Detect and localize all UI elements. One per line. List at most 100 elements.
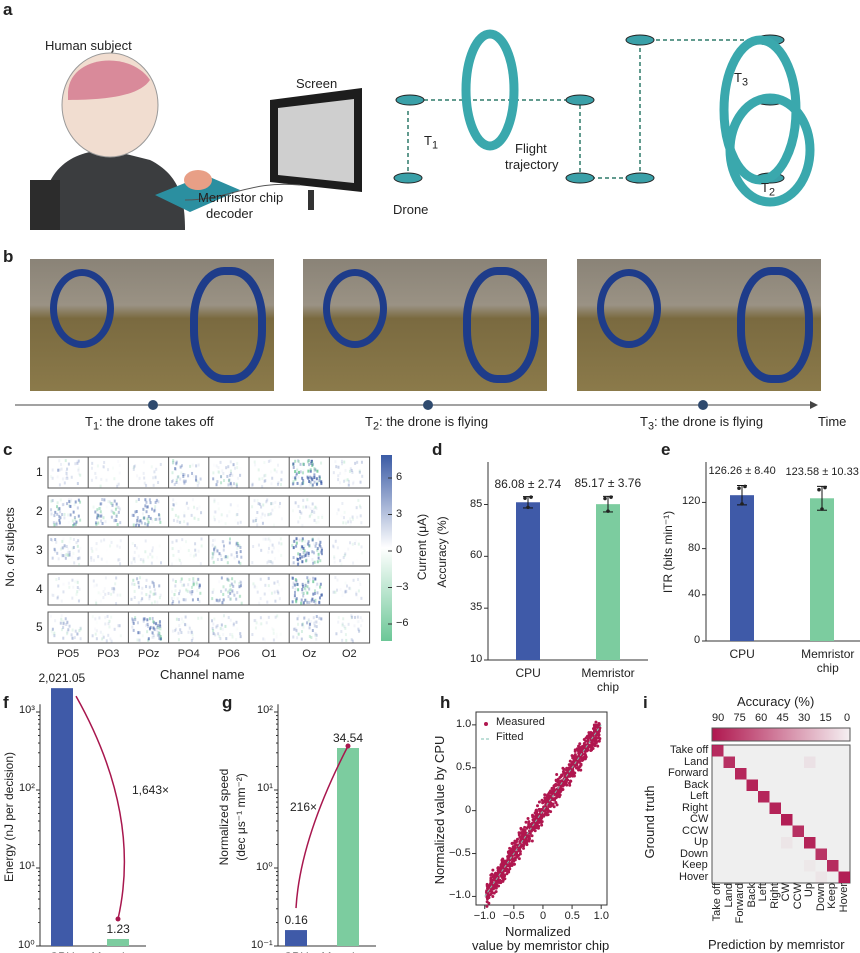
- c-pixel: [197, 577, 200, 581]
- c-pixel: [317, 556, 320, 560]
- c-pixel: [292, 635, 295, 639]
- scatter-point: [558, 775, 562, 779]
- c-pixel: [154, 476, 157, 480]
- scatter-point: [510, 860, 514, 864]
- c-pixel: [236, 466, 239, 470]
- c-row-label: 1: [36, 465, 43, 479]
- c-pixel: [347, 479, 350, 483]
- c-pixel: [71, 636, 74, 640]
- c-pixel: [279, 501, 282, 505]
- c-pixel: [252, 582, 255, 586]
- c-pixel: [292, 556, 295, 560]
- c-pixel: [347, 622, 350, 626]
- c-pixel: [133, 556, 136, 560]
- c-pixel: [228, 510, 231, 514]
- c-pixel: [50, 629, 53, 633]
- scatter-point: [584, 746, 588, 750]
- c-pixel: [234, 626, 236, 629]
- c-pixel: [334, 590, 337, 594]
- scatter-point: [540, 812, 544, 816]
- c-pixel: [153, 508, 156, 512]
- scatter-point: [577, 760, 581, 764]
- c-pixel: [118, 545, 121, 549]
- c-pixel: [216, 599, 219, 603]
- c-pixel: [212, 588, 215, 592]
- c-pixel: [96, 621, 98, 624]
- c-pixel: [360, 460, 363, 464]
- c-pixel: [342, 516, 345, 520]
- c-pixel: [303, 578, 305, 581]
- c-pixel: [105, 639, 108, 643]
- c-pixel: [351, 517, 354, 521]
- c-pixel: [353, 615, 356, 619]
- c-pixel: [235, 620, 238, 624]
- c-pixel: [68, 500, 71, 504]
- subject-body: [40, 150, 185, 230]
- c-pixel: [259, 502, 262, 506]
- scatter-point: [517, 848, 521, 852]
- c-pixel: [301, 560, 304, 564]
- c-pixel: [355, 506, 358, 510]
- c-pixel: [359, 581, 361, 584]
- c-pixel: [67, 553, 70, 557]
- y-tick-label: 10⁰: [18, 939, 35, 951]
- c-pixel: [150, 465, 153, 469]
- c-pixel: [215, 598, 218, 602]
- c-pixel: [313, 480, 316, 484]
- y-tick-label: 80: [688, 541, 701, 554]
- c-pixel: [194, 542, 197, 546]
- c-pixel: [266, 600, 269, 604]
- c-pixel: [68, 553, 71, 557]
- bar-memristor-chip: [810, 498, 834, 641]
- subject-point: [740, 502, 744, 506]
- c-pixel: [334, 576, 337, 580]
- scatter-point: [494, 886, 498, 890]
- c-pixel: [296, 582, 299, 586]
- c-pixel: [142, 560, 145, 564]
- c-pixel: [234, 519, 236, 522]
- c-pixel: [342, 617, 345, 621]
- c-pixel: [237, 509, 239, 512]
- c-pixel: [156, 625, 159, 629]
- c-pixel: [337, 508, 340, 512]
- c-pixel: [148, 498, 151, 502]
- c-pixel: [360, 521, 363, 525]
- c-pixel: [99, 502, 102, 506]
- c-pixel: [97, 591, 100, 595]
- c-pixel: [347, 483, 350, 487]
- c-pixel: [315, 506, 318, 510]
- c-pixel: [92, 579, 95, 583]
- c-pixel: [179, 580, 182, 584]
- c-pixel: [264, 537, 267, 541]
- scatter-point: [485, 884, 489, 888]
- c-pixel: [227, 590, 230, 594]
- subject-point: [823, 485, 827, 490]
- c-pixel: [261, 512, 264, 516]
- c-pixel: [348, 469, 351, 473]
- c-pixel: [217, 502, 219, 505]
- c-pixel: [266, 498, 269, 502]
- i-column-label: Keep: [826, 883, 838, 909]
- c-pixel: [218, 598, 221, 602]
- c-pixel: [267, 537, 270, 541]
- c-pixel: [100, 502, 103, 506]
- label-drone: Drone: [393, 202, 429, 217]
- c-pixel: [58, 459, 61, 463]
- c-cell-3-O1: [251, 537, 283, 565]
- c-pixel: [314, 620, 317, 624]
- i-column-label: Land: [722, 883, 735, 908]
- c-pixel: [191, 633, 194, 637]
- c-pixel: [213, 464, 215, 467]
- c-pixel: [144, 617, 147, 621]
- c-pixel: [93, 461, 95, 464]
- c-pixel: [134, 616, 137, 620]
- c-pixel: [224, 624, 227, 628]
- c-pixel: [219, 627, 222, 631]
- c-pixel: [69, 500, 72, 504]
- panel-label-b: b: [3, 247, 14, 266]
- c-pixel: [170, 596, 173, 600]
- scatter-point: [578, 742, 582, 746]
- c-pixel: [182, 620, 185, 624]
- c-pixel: [292, 480, 295, 484]
